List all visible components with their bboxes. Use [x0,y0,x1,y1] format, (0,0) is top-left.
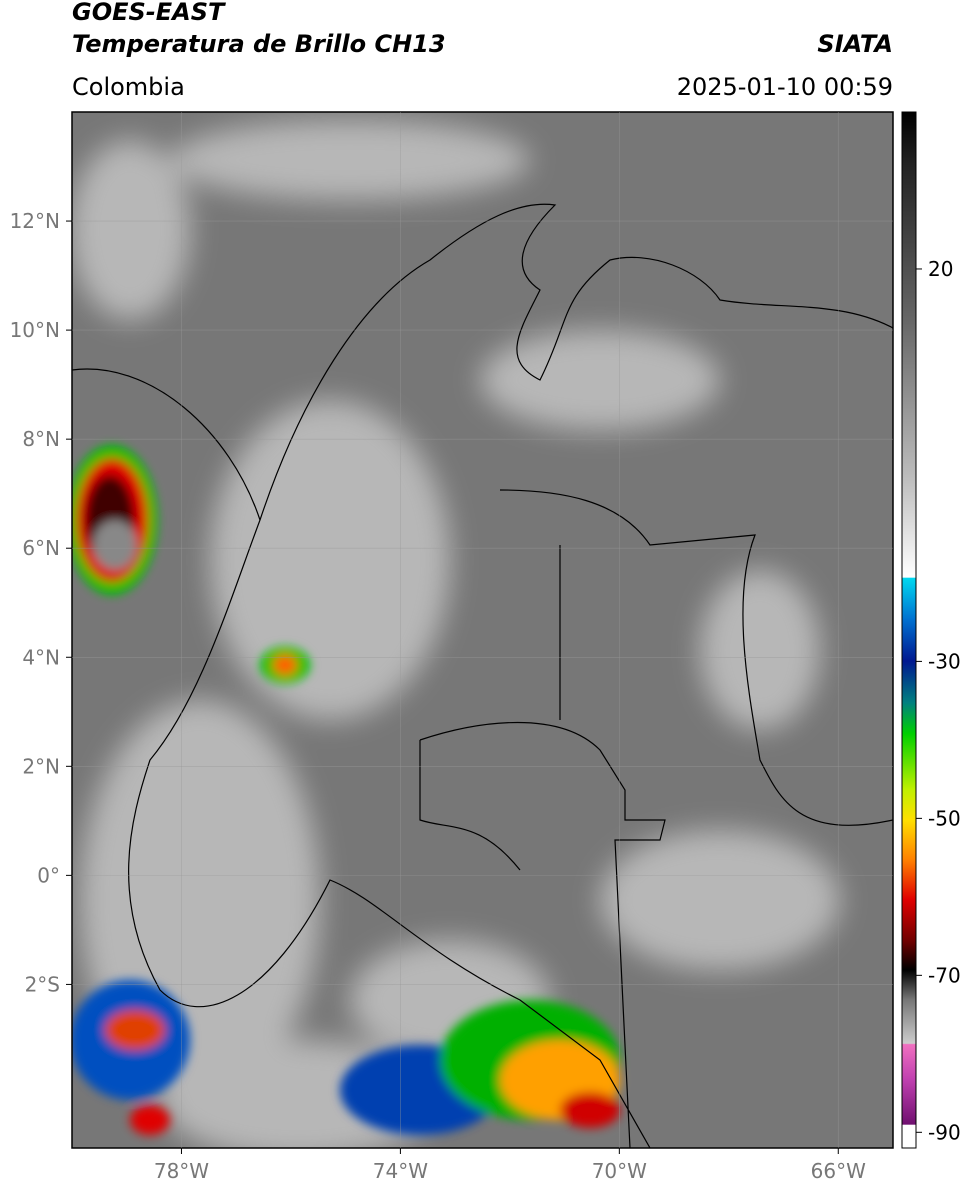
y-tick-label: 2°N [22,754,60,778]
y-tick-label: 6°N [22,536,60,560]
datetime: 2025-01-10 00:59 [677,73,893,101]
x-tick-label: 66°W [811,1159,866,1183]
y-tick-label: 12°N [10,209,60,233]
colorbar-tick-label: -50 [928,806,961,830]
y-tick-label: 4°N [22,645,60,669]
colorbar [901,111,917,1149]
colorbar-tick-label: -30 [928,649,961,673]
region: Colombia [72,73,185,101]
subtitle: Temperatura de Brillo CH13 [72,30,446,58]
y-tick-label: 10°N [10,318,60,342]
x-tick-label: 78°W [154,1159,209,1183]
source: SIATA [817,30,893,58]
x-tick-label: 74°W [373,1159,428,1183]
y-tick-label: 2°S [25,972,60,996]
map-frame [71,111,894,1149]
x-tick-label: 70°W [592,1159,647,1183]
title: GOES-EAST [72,0,226,26]
y-tick-label: 0° [37,863,60,887]
colorbar-tick-label: -70 [928,963,961,987]
colorbar-tick-label: -90 [928,1120,961,1144]
colorbar-tick-label: 20 [928,257,953,281]
satellite-image [72,112,893,1148]
y-tick-label: 8°N [22,427,60,451]
